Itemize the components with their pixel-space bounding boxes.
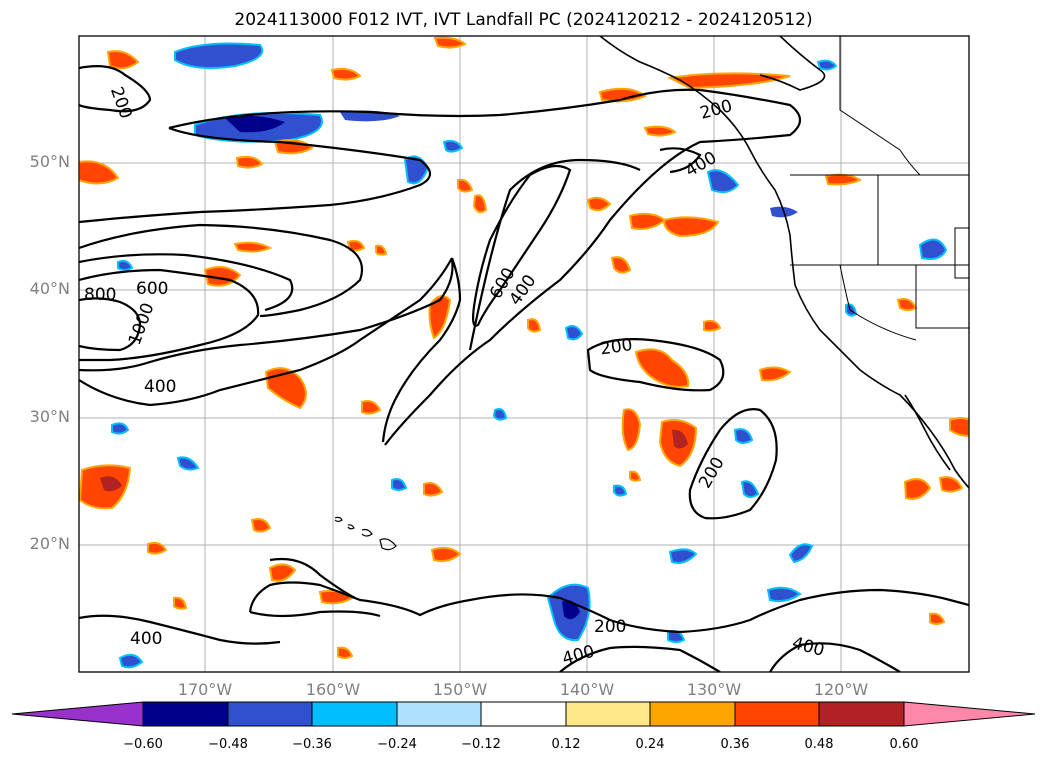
contour-label: 800 [84,285,116,305]
lon-label: 130°W [686,680,742,699]
lon-label: 140°W [559,680,615,699]
colorbar-tick: 0.12 [551,737,581,752]
colorbar-segment [227,701,313,727]
islands [334,516,397,551]
gridlines [79,36,969,672]
colorbar [11,701,1036,727]
lat-label: 40°N [29,279,70,298]
lon-label: 160°W [305,680,361,699]
lat-label: 50°N [29,152,70,171]
contour-label: 200 [599,335,634,359]
contour-label: 400 [790,633,827,661]
colorbar-segment [565,701,651,727]
colorbar-extend-high [903,701,1036,727]
colorbar-segment [818,701,905,727]
colorbar-segment [734,701,820,727]
colorbar-segment [480,701,567,727]
lon-label: 170°W [177,680,233,699]
contour-label: 400 [130,629,162,649]
colorbar-segment [396,701,482,727]
colorbar-tick: −0.48 [208,737,248,752]
colorbar-tick: 0.60 [889,737,919,752]
colorbar-tick: −0.12 [461,737,501,752]
colorbar-segment [311,701,398,727]
contour-label: 200 [695,454,729,492]
colorbar-tick: −0.36 [292,737,332,752]
colorbar-tick: 0.48 [804,737,834,752]
contour-label: 200 [106,84,136,121]
colorbar-tick: −0.24 [377,737,417,752]
negative-anomaly-areas [111,42,948,669]
lat-label: 30°N [29,407,70,426]
positive-anomaly-areas [79,36,969,659]
contour-label: 200 [594,617,626,637]
lon-label: 150°W [432,680,488,699]
map-frame [78,35,970,673]
map-title: 2024113000 F012 IVT, IVT Landfall PC (20… [234,10,813,30]
colorbar-segment [649,701,736,727]
ivt-contours [79,65,969,672]
colorbar-segment [142,701,229,727]
lon-label: 120°W [813,680,869,699]
colorbar-tick: 0.36 [720,737,750,752]
lat-label: 20°N [29,534,70,553]
contour-label: 600 [136,279,168,299]
coastline [599,36,969,489]
colorbar-tick: 0.24 [635,737,665,752]
colorbar-tick: −0.60 [123,737,163,752]
colorbar-extend-low [11,701,144,727]
contour-label: 400 [560,642,597,670]
borders [790,36,969,341]
contour-label: 400 [144,377,176,397]
